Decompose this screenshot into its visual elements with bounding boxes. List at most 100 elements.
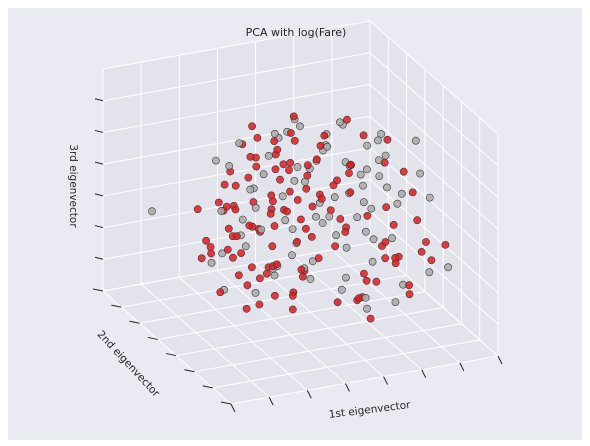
data-point <box>255 300 264 309</box>
data-point <box>271 165 280 174</box>
y-tick <box>92 288 104 292</box>
data-point <box>416 169 424 178</box>
data-point <box>285 166 293 174</box>
data-point <box>232 232 241 241</box>
data-point <box>332 231 340 240</box>
side-grid-w <box>369 20 499 135</box>
z-tick <box>94 161 104 165</box>
data-point <box>399 167 408 176</box>
data-point <box>417 247 426 256</box>
data-point <box>224 224 233 233</box>
data-point <box>270 222 279 230</box>
data-point <box>235 139 244 147</box>
data-point <box>262 269 271 278</box>
data-point <box>427 256 436 265</box>
data-point <box>362 165 371 174</box>
data-point <box>425 193 434 202</box>
data-point <box>293 163 302 171</box>
data-point <box>300 177 309 186</box>
data-point <box>293 237 301 246</box>
floor-grid-u <box>369 242 499 357</box>
data-point <box>220 180 229 189</box>
data-point <box>243 281 252 290</box>
data-point <box>245 221 254 230</box>
z-tick <box>94 193 104 197</box>
data-point <box>270 291 279 300</box>
side-pane <box>370 21 498 356</box>
z-tick <box>94 225 104 229</box>
data-point <box>314 254 323 262</box>
data-point <box>244 173 253 182</box>
data-point <box>303 161 312 170</box>
data-point <box>405 281 413 290</box>
data-point <box>368 257 377 266</box>
y-tick <box>166 353 177 357</box>
z-tick <box>94 98 104 102</box>
data-point <box>225 162 234 170</box>
data-point <box>278 192 287 201</box>
data-point <box>216 288 225 297</box>
back-grid-w <box>102 83 371 133</box>
floor-pane <box>103 243 498 404</box>
floor-grid-u <box>331 249 461 364</box>
data-point <box>405 290 414 299</box>
data-point <box>323 142 332 151</box>
data-point <box>346 160 355 169</box>
floor-grid-u <box>293 256 423 371</box>
data-point <box>389 220 398 229</box>
data-point <box>231 205 240 214</box>
data-point <box>381 151 390 160</box>
data-point <box>333 298 342 307</box>
data-point <box>320 131 329 140</box>
back-grid-w <box>102 115 371 165</box>
floor-grid-u <box>217 270 346 384</box>
data-point <box>211 156 220 165</box>
tick-marks <box>92 98 503 413</box>
data-point <box>374 136 382 145</box>
data-point <box>242 304 251 313</box>
data-point <box>290 176 299 185</box>
x-tick <box>344 383 350 392</box>
y-tick <box>129 320 140 324</box>
data-point <box>341 273 350 282</box>
data-point <box>422 238 430 246</box>
data-point <box>248 122 256 131</box>
data-point <box>383 135 392 144</box>
data-point <box>326 206 335 215</box>
data-point <box>331 242 339 251</box>
data-points <box>148 112 452 323</box>
pca-3d-scatter-plot: PCA with log(Fare) 1st eigenvector 2nd e… <box>67 20 503 421</box>
floor-grid-v <box>230 355 499 405</box>
data-point <box>366 314 375 323</box>
side-grid-w <box>369 179 499 293</box>
data-point <box>293 196 302 204</box>
floor-grid-v <box>157 290 425 340</box>
x-tick <box>459 362 465 372</box>
data-point <box>281 216 290 225</box>
x-tick <box>230 403 236 413</box>
data-point <box>359 181 367 190</box>
data-point <box>302 184 311 193</box>
data-point <box>337 285 346 294</box>
data-point <box>238 215 247 224</box>
data-point <box>363 141 371 150</box>
data-point <box>381 254 390 263</box>
data-point <box>382 203 391 211</box>
data-point <box>246 152 255 161</box>
x-tick <box>383 376 389 385</box>
data-point <box>257 225 266 234</box>
data-point <box>308 257 317 266</box>
data-point <box>207 249 215 258</box>
side-grid-w <box>369 115 499 230</box>
data-point <box>375 172 384 180</box>
data-point <box>268 242 277 251</box>
data-point <box>202 236 210 245</box>
floor-grid-v <box>194 323 462 373</box>
data-point <box>308 202 317 211</box>
data-point <box>241 242 250 251</box>
data-point <box>276 175 284 184</box>
data-point <box>229 253 237 262</box>
data-point <box>231 181 240 190</box>
data-point <box>307 232 316 241</box>
back-grid-w <box>102 147 371 197</box>
